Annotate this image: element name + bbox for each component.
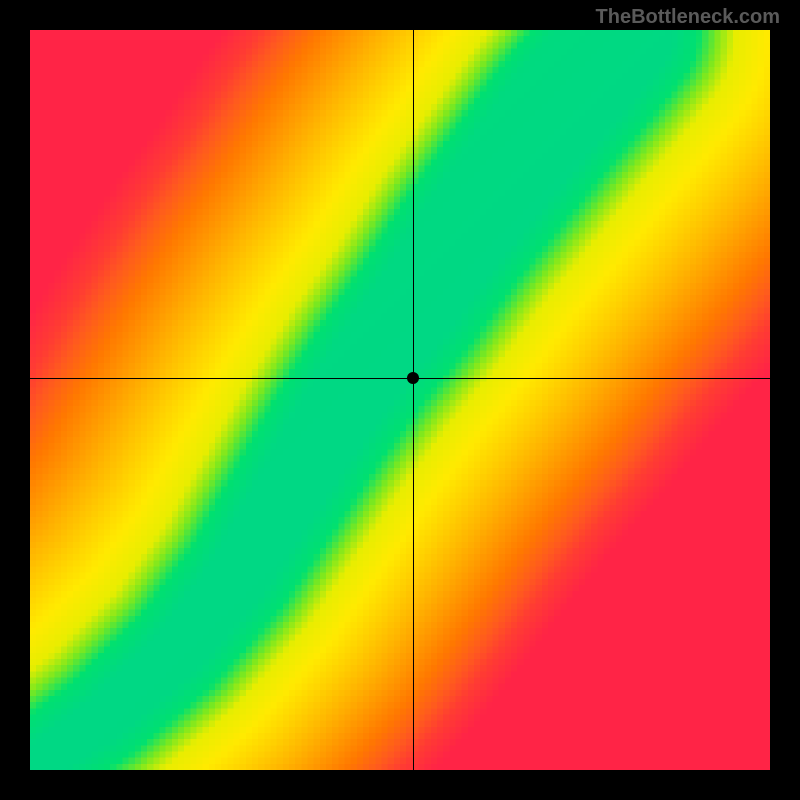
heatmap-chart [30, 30, 770, 770]
crosshair-vertical [413, 30, 414, 770]
crosshair-horizontal [30, 378, 770, 379]
watermark: TheBottleneck.com [596, 6, 780, 29]
heatmap-canvas [30, 30, 770, 770]
crosshair-marker [407, 372, 419, 384]
